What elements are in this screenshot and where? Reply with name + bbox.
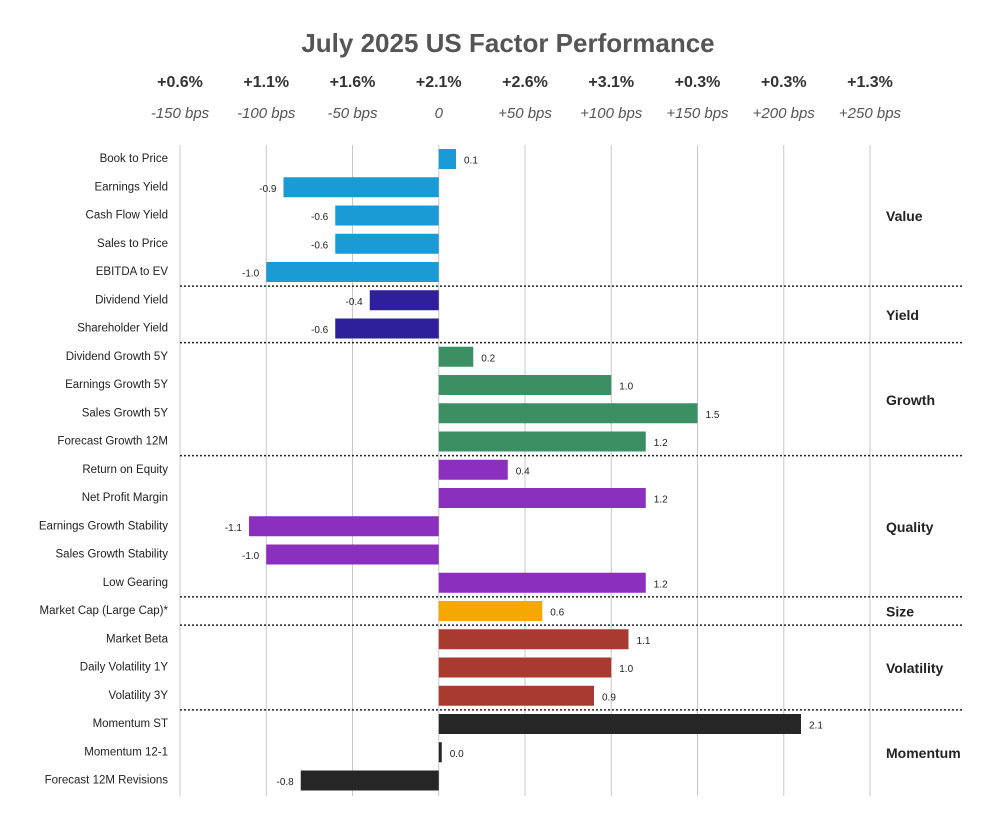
header-label: +3.1%	[588, 74, 634, 91]
header-label: +0.6%	[157, 74, 203, 91]
x-tick-label: -150 bps	[151, 105, 210, 122]
header-label: +2.1%	[416, 74, 462, 91]
group-label: Yield	[886, 307, 919, 323]
value-label: 0.1	[464, 156, 478, 167]
bar	[438, 572, 646, 593]
header-label: +1.6%	[330, 74, 376, 91]
category-label: Book to Price	[100, 153, 168, 165]
group-label: Volatility	[886, 660, 944, 676]
value-label: 0.0	[450, 749, 464, 760]
bar	[438, 431, 646, 452]
header-label: +0.3%	[761, 74, 807, 91]
category-label: Forecast 12M Revisions	[45, 775, 169, 787]
bar	[438, 149, 456, 169]
category-label: Earnings Yield	[94, 181, 168, 193]
x-tick-label: -50 bps	[327, 105, 378, 122]
bar	[438, 346, 474, 367]
value-label: 1.1	[637, 636, 651, 647]
bar	[266, 262, 439, 282]
category-label: Momentum 12-1	[84, 746, 168, 758]
category-label: Dividend Growth 5Y	[66, 351, 169, 363]
header-label: +2.6%	[502, 74, 548, 91]
bar	[438, 488, 646, 508]
bar	[266, 544, 439, 565]
group-label: Value	[886, 208, 923, 224]
category-label: Daily Volatility 1Y	[80, 662, 169, 674]
value-label: -0.4	[346, 297, 364, 308]
category-label: Sales Growth 5Y	[82, 407, 169, 419]
bar	[438, 601, 543, 621]
bar	[335, 233, 439, 254]
group-label: Growth	[886, 392, 935, 408]
category-label: Shareholder Yield	[77, 323, 168, 335]
category-label: Dividend Yield	[95, 294, 168, 306]
category-label: Earnings Growth 5Y	[65, 379, 168, 391]
value-label: -0.9	[259, 184, 277, 195]
value-label: 0.2	[481, 353, 495, 364]
bar	[438, 403, 698, 424]
value-label: 1.2	[654, 579, 668, 590]
category-label: Sales Growth Stability	[56, 549, 169, 561]
value-label: 0.6	[550, 608, 564, 619]
category-label: Return on Equity	[82, 464, 168, 476]
category-label: Low Gearing	[103, 577, 168, 589]
value-label: -1.1	[225, 523, 243, 534]
bar	[300, 770, 439, 791]
group-label: Quality	[886, 519, 934, 535]
value-label: 1.0	[619, 664, 633, 675]
bar	[438, 685, 594, 706]
bar	[249, 516, 439, 537]
value-label: 1.2	[654, 495, 668, 506]
category-label: Cash Flow Yield	[86, 210, 168, 222]
x-tick-label: 0	[435, 105, 444, 122]
bar	[335, 318, 439, 339]
chart-title: July 2025 US Factor Performance	[301, 28, 714, 58]
category-label: Earnings Growth Stability	[39, 520, 168, 532]
value-label: -1.0	[242, 551, 260, 562]
group-label: Momentum	[886, 745, 961, 761]
header-label: +0.3%	[675, 74, 721, 91]
value-label: -0.6	[311, 325, 329, 336]
x-tick-label: +50 bps	[498, 105, 552, 122]
bar	[438, 375, 612, 395]
category-label: Volatility 3Y	[109, 690, 169, 702]
bar	[369, 290, 439, 311]
bar	[438, 459, 508, 480]
bar	[438, 742, 442, 763]
value-label: -0.8	[277, 777, 295, 788]
value-label: 2.1	[809, 721, 823, 732]
x-tick-label: +200 bps	[753, 105, 816, 122]
value-label: -0.6	[311, 212, 329, 223]
x-tick-label: +150 bps	[666, 105, 729, 122]
category-label: Forecast Growth 12M	[57, 436, 168, 448]
x-tick-label: +100 bps	[580, 105, 643, 122]
category-label: Sales to Price	[97, 238, 168, 250]
value-label: -1.0	[242, 269, 260, 280]
value-label: 1.2	[654, 438, 668, 449]
value-label: 0.9	[602, 692, 616, 703]
bar	[283, 177, 439, 198]
bar	[335, 205, 439, 226]
bar	[438, 629, 629, 650]
value-label: 0.4	[516, 466, 530, 477]
x-tick-label: +250 bps	[839, 105, 902, 122]
category-label: Net Profit Margin	[82, 492, 168, 504]
bar	[438, 714, 801, 734]
category-label: EBITDA to EV	[96, 266, 169, 278]
category-label: Market Beta	[106, 633, 169, 645]
bar	[438, 657, 612, 678]
value-label: 1.5	[706, 410, 720, 421]
value-label: 1.0	[619, 382, 633, 393]
category-label: Momentum ST	[93, 718, 168, 730]
header-label: +1.1%	[243, 74, 289, 91]
header-label: +1.3%	[847, 74, 893, 91]
value-label: -0.6	[311, 240, 329, 251]
category-label: Market Cap (Large Cap)*	[40, 605, 169, 617]
x-tick-label: -100 bps	[237, 105, 296, 122]
group-label: Size	[886, 604, 914, 620]
